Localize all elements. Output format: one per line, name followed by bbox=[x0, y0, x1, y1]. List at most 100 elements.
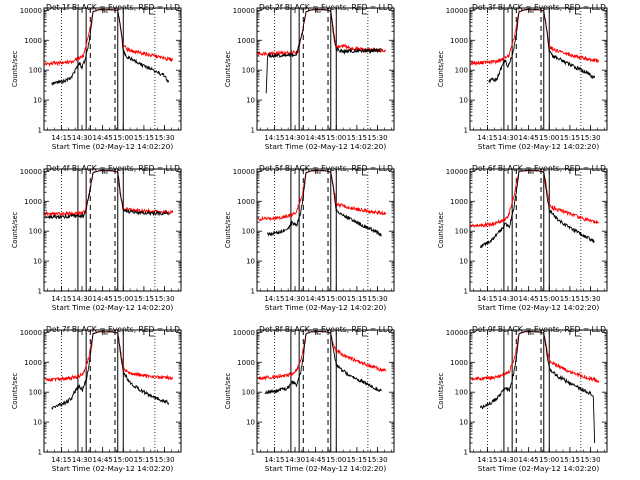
y-tick-label: 1 bbox=[38, 449, 42, 457]
y-tick-label: 10000 bbox=[20, 7, 42, 15]
y-tick-label: 1 bbox=[38, 127, 42, 135]
x-tick-label: 15:00 bbox=[539, 295, 559, 303]
x-axis-label: Start Time (02-May-12 14:02:20) bbox=[52, 303, 174, 312]
y-tick-label: 1000 bbox=[24, 359, 42, 367]
y-axis-label: Counts/sec bbox=[11, 211, 19, 248]
y-tick-label: 10 bbox=[246, 97, 255, 105]
x-tick-label: 14:15 bbox=[264, 456, 284, 464]
detector-panel: Det 6f BLACK = Events, RED = LLD11010010… bbox=[437, 164, 608, 312]
detector-panel: Det 4f BLACK = Events, RED = LLD11010010… bbox=[11, 164, 182, 312]
detector-panel: Det 1f BLACK = Events, RED = LLD11010010… bbox=[11, 3, 182, 151]
interval-bracket-icon bbox=[574, 169, 581, 176]
y-axis-label: Counts/sec bbox=[437, 50, 445, 87]
y-tick-label: 100 bbox=[29, 67, 42, 75]
detector-panel: Det 5f BLACK = Events, RED = LLD11010010… bbox=[224, 164, 395, 312]
x-tick-label: 14:30 bbox=[498, 456, 518, 464]
x-tick-label: 14:45 bbox=[519, 134, 539, 142]
x-tick-label: 15:00 bbox=[326, 295, 346, 303]
lld-series-line bbox=[44, 9, 174, 68]
x-tick-label: 15:15 bbox=[134, 456, 154, 464]
y-tick-label: 1000 bbox=[450, 198, 468, 206]
interval-bracket-icon bbox=[574, 8, 581, 15]
detector-panel: Det 2f BLACK = Events, RED = LLD11010010… bbox=[224, 3, 395, 151]
x-tick-label: 14:15 bbox=[477, 295, 497, 303]
y-tick-label: 1000 bbox=[24, 198, 42, 206]
y-tick-label: 10000 bbox=[446, 329, 468, 337]
x-tick-label: 15:15 bbox=[347, 295, 367, 303]
events-series-line bbox=[488, 8, 596, 84]
plot-frame bbox=[43, 168, 182, 292]
interval-bracket-icon bbox=[361, 330, 368, 337]
x-tick-label: 15:30 bbox=[367, 456, 387, 464]
events-series-line bbox=[480, 169, 595, 249]
y-tick-label: 1 bbox=[251, 127, 255, 135]
events-series-line bbox=[480, 330, 596, 444]
y-axis-label: Counts/sec bbox=[224, 372, 232, 409]
x-tick-label: 14:30 bbox=[498, 134, 518, 142]
y-tick-label: 10 bbox=[246, 419, 255, 427]
x-tick-label: 15:15 bbox=[347, 134, 367, 142]
y-tick-label: 100 bbox=[29, 389, 42, 397]
y-tick-label: 10000 bbox=[20, 168, 42, 176]
y-tick-label: 1000 bbox=[237, 359, 255, 367]
x-tick-label: 14:30 bbox=[285, 456, 305, 464]
x-tick-label: 14:45 bbox=[93, 456, 113, 464]
x-tick-label: 14:45 bbox=[519, 456, 539, 464]
y-tick-label: 1000 bbox=[237, 198, 255, 206]
y-tick-label: 100 bbox=[455, 67, 468, 75]
x-tick-label: 15:30 bbox=[580, 134, 600, 142]
x-tick-label: 14:30 bbox=[72, 456, 92, 464]
x-tick-label: 15:15 bbox=[134, 134, 154, 142]
y-tick-label: 10000 bbox=[446, 7, 468, 15]
x-tick-label: 14:45 bbox=[93, 134, 113, 142]
y-tick-label: 1000 bbox=[24, 37, 42, 45]
x-axis-label: Start Time (02-May-12 14:02:20) bbox=[52, 142, 174, 151]
x-tick-label: 14:30 bbox=[72, 295, 92, 303]
x-tick-label: 15:15 bbox=[134, 295, 154, 303]
x-tick-label: 15:00 bbox=[539, 134, 559, 142]
x-tick-label: 14:45 bbox=[306, 134, 326, 142]
x-tick-label: 14:15 bbox=[477, 456, 497, 464]
x-tick-label: 14:15 bbox=[477, 134, 497, 142]
x-tick-label: 14:15 bbox=[51, 134, 71, 142]
y-tick-label: 10000 bbox=[233, 329, 255, 337]
x-tick-label: 15:00 bbox=[113, 456, 133, 464]
detector-panel: Det 9f BLACK = Events, RED = LLD11010010… bbox=[437, 325, 608, 473]
y-tick-label: 100 bbox=[242, 228, 255, 236]
x-tick-label: 14:30 bbox=[498, 295, 518, 303]
x-tick-label: 14:30 bbox=[285, 134, 305, 142]
y-tick-label: 1000 bbox=[237, 37, 255, 45]
x-axis-label: Start Time (02-May-12 14:02:20) bbox=[265, 464, 387, 473]
lld-series-line bbox=[470, 330, 600, 384]
y-tick-label: 10000 bbox=[233, 168, 255, 176]
y-tick-label: 10 bbox=[459, 97, 468, 105]
plot-frame bbox=[256, 7, 395, 131]
plot-frame bbox=[256, 329, 395, 453]
interval-bracket-icon bbox=[574, 330, 581, 337]
y-axis-label: Counts/sec bbox=[437, 211, 445, 248]
x-tick-label: 15:00 bbox=[326, 134, 346, 142]
x-tick-label: 15:15 bbox=[560, 134, 580, 142]
y-tick-label: 10 bbox=[33, 258, 42, 266]
y-tick-label: 10 bbox=[246, 258, 255, 266]
y-axis-label: Counts/sec bbox=[11, 372, 19, 409]
events-series-line bbox=[51, 330, 170, 411]
x-tick-label: 15:00 bbox=[113, 295, 133, 303]
x-tick-label: 14:15 bbox=[264, 295, 284, 303]
interval-bracket-icon bbox=[361, 8, 368, 15]
y-tick-label: 1 bbox=[464, 449, 468, 457]
plot-frame bbox=[256, 168, 395, 292]
x-tick-label: 14:15 bbox=[51, 456, 71, 464]
lld-series-line bbox=[257, 330, 387, 381]
events-series-line bbox=[267, 169, 382, 237]
y-tick-label: 10 bbox=[33, 97, 42, 105]
x-tick-label: 15:00 bbox=[539, 456, 559, 464]
events-series-line bbox=[51, 8, 170, 86]
y-axis-label: Counts/sec bbox=[437, 372, 445, 409]
x-tick-label: 14:45 bbox=[306, 456, 326, 464]
x-tick-label: 15:00 bbox=[326, 456, 346, 464]
detector-panel: Det 8f BLACK = Events, RED = LLD11010010… bbox=[224, 325, 395, 473]
y-tick-label: 1 bbox=[464, 288, 468, 296]
y-tick-label: 1 bbox=[464, 127, 468, 135]
